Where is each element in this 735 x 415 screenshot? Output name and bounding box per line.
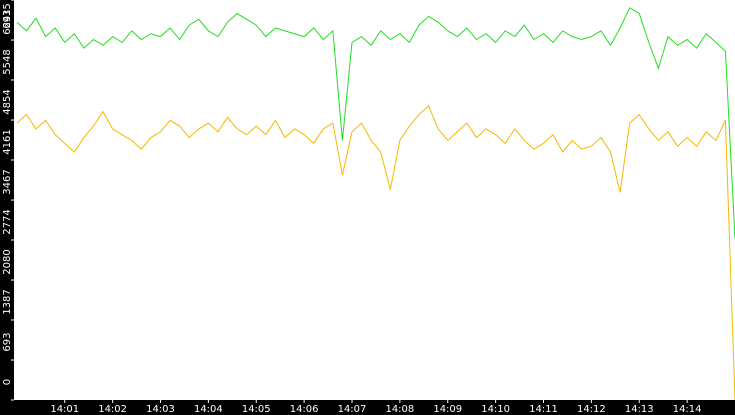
y-tick-label: 2774: [2, 209, 13, 234]
y-tick-label: 2080: [2, 249, 13, 274]
y-tick-label: 1387: [2, 289, 13, 314]
x-tick-label: 14:10: [481, 404, 510, 415]
series-line: [16, 104, 735, 401]
x-tick-label: 14:04: [194, 404, 223, 415]
y-axis-strip: [0, 0, 14, 415]
x-tick-label: 14:14: [673, 404, 702, 415]
x-tick-label: 14:09: [433, 404, 462, 415]
x-tick-label: 14:02: [98, 404, 127, 415]
x-tick-label: 14:06: [290, 404, 319, 415]
x-tick-label: 14:01: [50, 404, 79, 415]
y-tick-label: 4854: [2, 89, 13, 114]
x-axis-strip: [0, 400, 735, 415]
x-tick-label: 14:13: [625, 404, 654, 415]
x-tick-label: 14:08: [385, 404, 414, 415]
x-tick-label: 14:07: [338, 404, 367, 415]
y-tick-label: 4161: [2, 129, 13, 154]
x-tick-label: 14:03: [146, 404, 175, 415]
x-tick-label: 14:05: [242, 404, 271, 415]
y-tick-label: 5548: [2, 49, 13, 74]
y-tick-label: 6935: [2, 3, 13, 28]
x-tick-label: 14:12: [577, 404, 606, 415]
x-tick-label: 14:11: [529, 404, 558, 415]
y-tick-label: 6241: [2, 9, 13, 34]
y-tick-label: 693: [2, 332, 13, 351]
y-tick-label: 3467: [2, 169, 13, 194]
series-line: [16, 7, 735, 239]
y-tick-label: 0: [2, 379, 13, 385]
